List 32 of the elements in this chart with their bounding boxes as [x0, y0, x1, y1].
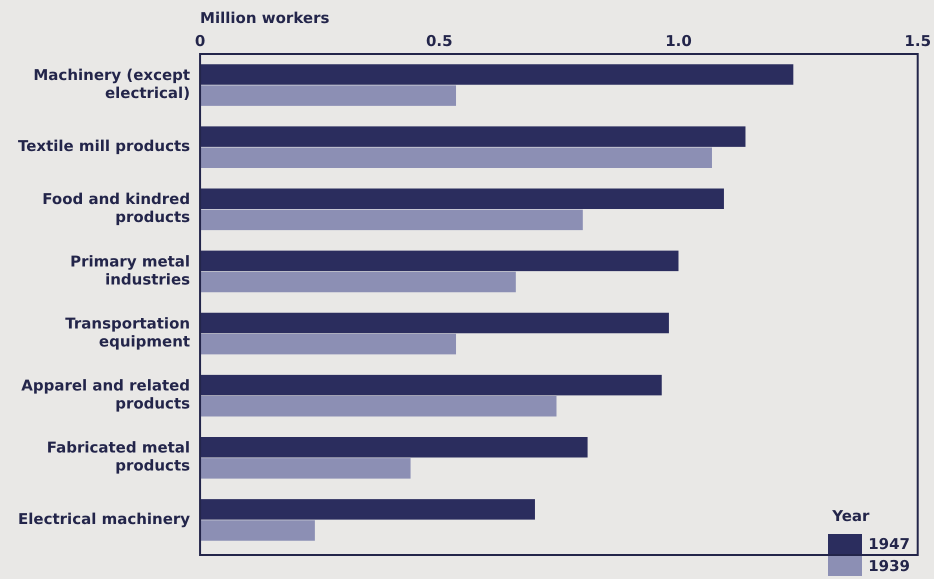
legend-label: 1939	[868, 557, 910, 575]
bar	[200, 126, 746, 147]
bar	[200, 85, 456, 106]
y-tick-label: Machinery (except electrical)	[33, 66, 190, 102]
bar	[200, 210, 583, 230]
x-tick-label: 1.5	[904, 32, 932, 50]
y-tick-label: Fabricated metal products	[46, 438, 190, 475]
y-tick-label: Textile mill products	[18, 137, 190, 156]
bar	[200, 272, 516, 292]
y-tick-label: Apparel and related products	[21, 376, 190, 413]
bar	[200, 312, 669, 334]
x-tick-label: 1.0	[665, 32, 692, 50]
y-tick-label: Transportation equipment	[65, 314, 190, 350]
bar	[200, 437, 588, 458]
bar	[200, 374, 662, 396]
bar	[200, 250, 678, 272]
bar	[200, 396, 556, 416]
bar	[200, 334, 456, 354]
y-tick-label: Primary metal industries	[70, 252, 190, 288]
bar	[200, 64, 794, 85]
bar	[200, 499, 535, 520]
x-tick-label: 0	[194, 32, 206, 50]
bar	[200, 188, 724, 209]
x-axis-title: Million workers	[200, 8, 330, 27]
legend-title: Year	[832, 507, 870, 525]
bar	[200, 148, 712, 168]
bar	[200, 520, 315, 541]
y-tick-label: Food and kindred products	[42, 190, 190, 226]
legend-label: 1947	[868, 535, 910, 553]
bar	[200, 458, 411, 479]
x-tick-label: 0.5	[426, 32, 453, 50]
y-tick-label: Electrical machinery	[18, 510, 190, 528]
